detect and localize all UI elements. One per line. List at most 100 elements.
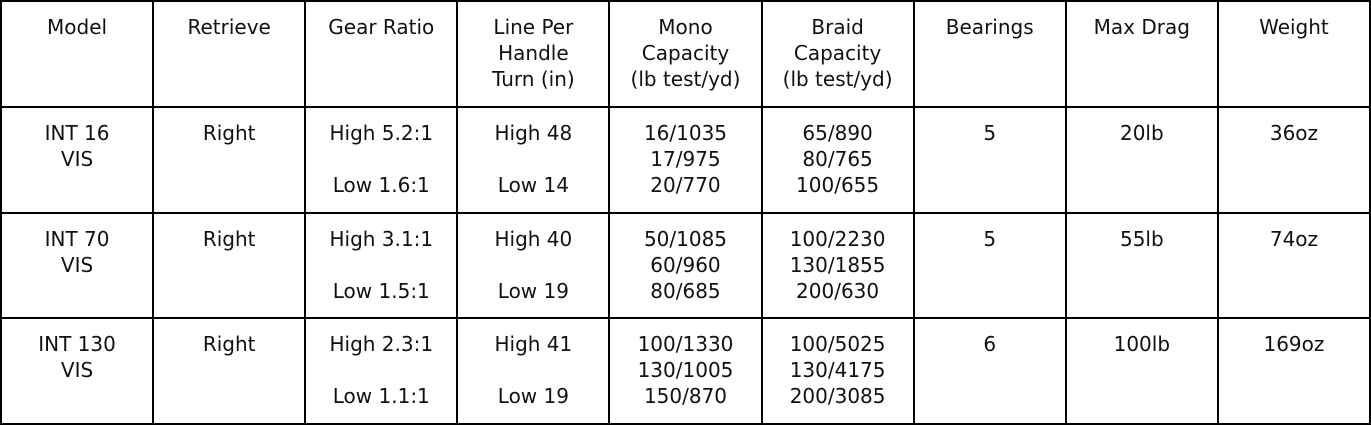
cell-content: 100lb xyxy=(1069,331,1215,357)
cell-content: High 2.3:1 Low 1.1:1 xyxy=(308,331,454,409)
cell-content: High 3.1:1 Low 1.5:1 xyxy=(308,226,454,304)
cell-line: Max Drag xyxy=(1093,15,1190,39)
cell-line: Bearings xyxy=(945,15,1034,39)
table-cell: 5 xyxy=(912,106,1067,214)
table-cell: 6 xyxy=(912,317,1067,425)
cell-content: 100/2230 130/1855 200/630 xyxy=(765,226,911,304)
cell-line: INT 130 xyxy=(38,332,116,357)
cell-line: Right xyxy=(202,332,256,357)
cell-content: 16/1035 17/975 20/770 xyxy=(612,120,758,198)
cell-line: (lb test/yd) xyxy=(782,67,893,91)
cell-content: 50/1085 60/960 80/685 xyxy=(612,226,758,304)
cell-content: Braid Capacity (lb test/yd) xyxy=(765,14,911,92)
table-cell: Right xyxy=(152,106,307,214)
cell-content: Max Drag xyxy=(1069,14,1215,40)
cell-content: High 5.2:1 Low 1.6:1 xyxy=(308,120,454,198)
cell-content: INT 70 VIS xyxy=(4,226,150,278)
cell-content: Retrieve xyxy=(156,14,302,40)
cell-content: Gear Ratio xyxy=(308,14,454,40)
cell-line: 60/960 xyxy=(650,252,721,277)
cell-content: High 41 Low 19 xyxy=(460,331,606,409)
cell-line: INT 70 xyxy=(44,226,110,251)
table-cell: Right xyxy=(152,317,307,425)
cell-content: Right xyxy=(156,120,302,146)
table-cell: High 5.2:1 Low 1.6:1 xyxy=(304,106,459,214)
cell-line: Line Per xyxy=(493,15,574,39)
cell-line: 5 xyxy=(983,226,997,251)
cell-line: 150/870 xyxy=(643,384,728,409)
cell-line: 74oz xyxy=(1269,226,1319,251)
column-header: Model xyxy=(0,0,155,108)
cell-line: VIS xyxy=(60,147,94,171)
cell-line: 80/765 xyxy=(802,147,873,171)
column-header: Max Drag xyxy=(1064,0,1219,108)
cell-line: 36oz xyxy=(1269,121,1319,145)
table-body: INT 16 VIS Right High 5.2:1 Low 1.6:1 High 48… xyxy=(0,106,1371,425)
cell-content: Model xyxy=(4,14,150,40)
cell-line: 20/770 xyxy=(650,173,721,197)
column-header: Mono Capacity (lb test/yd) xyxy=(608,0,763,108)
cell-line: Weight xyxy=(1259,15,1329,39)
table-cell: INT 70 VIS xyxy=(0,211,155,320)
cell-line: Low 19 xyxy=(497,278,569,303)
cell-line: High 48 xyxy=(494,121,573,145)
cell-line: 17/975 xyxy=(650,147,721,171)
cell-content: 74oz xyxy=(1221,226,1367,252)
cell-line: 5 xyxy=(983,121,997,145)
table-cell: 100/5025 130/4175 200/3085 xyxy=(760,317,915,425)
cell-line: 100/1330 xyxy=(637,332,734,357)
cell-line: High 2.3:1 xyxy=(329,332,434,357)
table-row: INT 16 VIS Right High 5.2:1 Low 1.6:1 High 48… xyxy=(0,106,1371,214)
cell-line: Handle xyxy=(498,41,569,65)
cell-line: 50/1085 xyxy=(643,226,728,251)
column-header: Braid Capacity (lb test/yd) xyxy=(760,0,915,108)
cell-content: 6 xyxy=(917,331,1063,357)
table-cell: INT 16 VIS xyxy=(0,106,155,214)
cell-line: Low 1.6:1 xyxy=(332,173,430,197)
table-row: INT 130 VIS Right High 2.3:1 Low 1.1:1 High 4… xyxy=(0,317,1371,425)
column-header: Line Per Handle Turn (in) xyxy=(456,0,611,108)
cell-line: Capacity xyxy=(641,41,730,65)
cell-content: 65/890 80/765 100/655 xyxy=(765,120,911,198)
table-cell: 20lb xyxy=(1064,106,1219,214)
cell-line: 100/5025 xyxy=(789,332,886,357)
cell-line: Low 1.5:1 xyxy=(332,278,430,303)
cell-line: High 40 xyxy=(494,226,573,251)
table-cell: High 41 Low 19 xyxy=(456,317,611,425)
table-cell: High 48 Low 14 xyxy=(456,106,611,214)
cell-line: Gear Ratio xyxy=(328,15,435,39)
table-cell: 169oz xyxy=(1216,317,1371,425)
cell-content: 55lb xyxy=(1069,226,1215,252)
cell-line: Capacity xyxy=(793,41,882,65)
cell-content: 20lb xyxy=(1069,120,1215,146)
cell-content: Bearings xyxy=(917,14,1063,40)
cell-line: (lb test/yd) xyxy=(630,67,741,91)
cell-line: Mono xyxy=(658,15,713,39)
cell-line: 130/1855 xyxy=(789,252,886,277)
cell-line: 6 xyxy=(983,332,997,357)
table-cell: 100lb xyxy=(1064,317,1219,425)
table-cell: 100/2230 130/1855 200/630 xyxy=(760,211,915,320)
cell-line: Low 1.1:1 xyxy=(332,384,430,409)
table-cell: High 40 Low 19 xyxy=(456,211,611,320)
cell-line: INT 16 xyxy=(44,121,110,145)
cell-content: INT 130 VIS xyxy=(4,331,150,383)
cell-line: Model xyxy=(47,15,108,39)
cell-content: 36oz xyxy=(1221,120,1367,146)
cell-content: 100/5025 130/4175 200/3085 xyxy=(765,331,911,409)
cell-line: 200/630 xyxy=(796,278,880,303)
cell-line: VIS xyxy=(60,358,94,383)
cell-line: 200/3085 xyxy=(789,384,886,409)
cell-line: 55lb xyxy=(1119,226,1164,251)
cell-line: 100lb xyxy=(1113,332,1171,357)
column-header: Weight xyxy=(1216,0,1371,108)
table-cell: High 2.3:1 Low 1.1:1 xyxy=(304,317,459,425)
cell-content: Weight xyxy=(1221,14,1367,40)
table-cell: 36oz xyxy=(1216,106,1371,214)
table-cell: 5 xyxy=(912,211,1067,320)
cell-line: 100/2230 xyxy=(789,226,886,251)
table-cell: 65/890 80/765 100/655 xyxy=(760,106,915,214)
table-cell: High 3.1:1 Low 1.5:1 xyxy=(304,211,459,320)
cell-line: 130/4175 xyxy=(789,358,886,383)
